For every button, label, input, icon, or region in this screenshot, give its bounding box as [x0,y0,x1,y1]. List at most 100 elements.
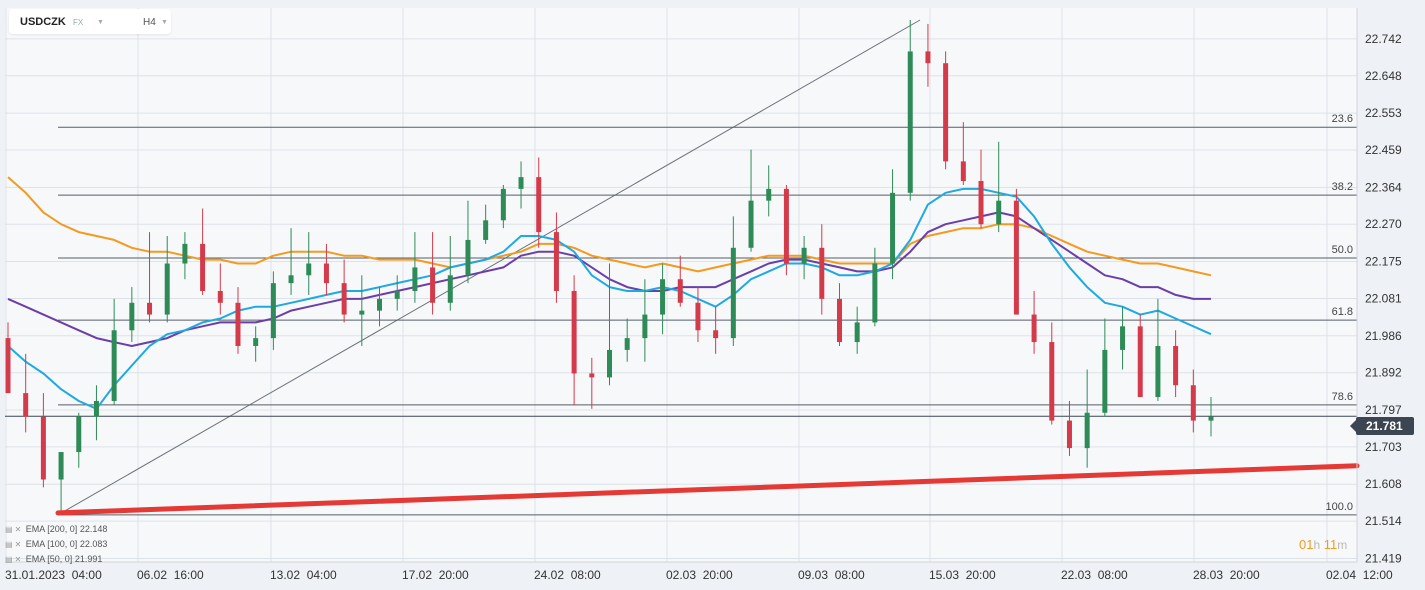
close-icon[interactable]: ✕ [14,540,22,549]
x-tick-label: 28.03 20:00 [1193,568,1260,582]
candle-body [1173,345,1179,386]
candle-body [943,63,949,162]
candle-body [1190,385,1196,421]
timer-minutes: 11 [1323,537,1338,552]
support-trendline [55,463,1360,516]
candle-body [235,302,241,346]
legend-row-ema50[interactable]: ▤ ✕ EMA [50, 0] 21.991 [5,552,107,567]
candle-body [907,51,913,193]
close-icon[interactable]: ✕ [14,555,22,564]
timer-hours-unit: h [1313,538,1321,552]
x-tick-label: 02.04 12:00 [1326,568,1393,582]
candle-body [872,263,878,323]
candle-body [76,416,82,453]
candle-body [624,338,630,350]
candle-body [217,291,223,303]
fib-swing-line [57,19,921,516]
fib-level-label: 38.2 [1332,181,1353,193]
chevron-down-icon[interactable]: ▼ [97,19,104,26]
y-tick-label: 21.703 [1365,440,1402,454]
candle-body [783,188,789,264]
candle-body [111,330,117,401]
y-tick-label: 21.892 [1365,366,1402,380]
candle-body [182,243,188,264]
legend-label: EMA [50, 0] [25,554,73,564]
legend-row-ema100[interactable]: ▤ ✕ EMA [100, 0] 22.083 [5,537,107,552]
candle-body [766,188,772,201]
candle-body [960,161,966,182]
candle-body [483,220,489,240]
candle-body [978,181,984,225]
timer-minutes-unit: m [1337,538,1348,552]
candle-timer: 01h 11m [1299,537,1347,552]
timeframe-label[interactable]: H4 [143,17,156,28]
candle-body [1049,342,1055,421]
candle-body [607,349,612,378]
settings-icon[interactable]: ▤ [5,555,13,564]
candle-body [553,232,559,291]
candle-body [341,283,347,315]
fib-level-label: 78.6 [1332,391,1353,403]
candle-body [500,188,506,221]
y-tick-label: 22.364 [1365,180,1402,194]
candle-body [93,400,99,417]
fib-level-label: 23.6 [1332,113,1353,125]
candle-body [836,298,842,343]
legend-value: 22.083 [79,539,108,549]
y-tick-label: 21.608 [1365,477,1402,491]
x-tick-label: 09.03 08:00 [798,568,865,582]
candle-body [40,416,46,480]
candle-body [819,247,825,299]
symbol-label: USDCZK [20,16,66,28]
candle-body [801,247,807,264]
x-tick-label: 15.03 20:00 [929,568,996,582]
candle-body [306,263,312,276]
symbol-selector[interactable]: USDCZK FX ▼ H4 ▼ [9,9,171,34]
candle-body [713,330,719,339]
legend-label: EMA [100, 0] [25,539,78,549]
candle-body [1031,314,1037,343]
timer-hours: 01 [1299,537,1314,552]
settings-icon[interactable]: ▤ [5,525,13,534]
candle-body [129,302,135,331]
x-tick-label: 02.03 20:00 [666,568,733,582]
x-tick-label: 22.03 08:00 [1061,568,1128,582]
candle-body [1066,420,1072,449]
close-icon[interactable]: ✕ [14,525,22,534]
y-tick-label: 22.648 [1365,69,1402,83]
candle-body [589,373,595,378]
y-tick-label: 22.459 [1365,143,1402,157]
legend-value: 21.991 [74,554,103,564]
legend-value: 22.148 [79,524,108,534]
fib-level-label: 61.8 [1332,306,1353,318]
indicator-legend: ▤ ✕ EMA [200, 0] 22.148 ▤ ✕ EMA [100, 0] 2… [5,522,107,567]
candle-body [1102,349,1108,413]
candle-body [164,263,170,315]
candle-body [1137,326,1143,398]
x-tick-label: 24.02 08:00 [534,568,601,582]
x-tick-label: 13.02 04:00 [270,568,337,582]
candle-body [730,247,736,339]
candle-body [1208,416,1214,421]
y-tick-label: 22.270 [1365,217,1402,231]
candle-body [359,310,365,315]
candle-body [147,302,153,315]
candle-body [430,267,436,303]
y-tick-label: 22.081 [1365,291,1402,305]
candle-body [660,279,666,315]
candle-body [695,302,701,331]
candle-body [377,298,383,311]
legend-row-ema200[interactable]: ▤ ✕ EMA [200, 0] 22.148 [5,522,107,537]
chevron-down-icon[interactable]: ▼ [161,19,168,26]
candle-body [571,291,577,374]
candle-body [465,239,471,276]
settings-icon[interactable]: ▤ [5,540,13,549]
ema200-line [7,176,1212,277]
candle-body [890,192,896,264]
candle-body [200,243,206,291]
candle-body [677,279,683,303]
candle-body [1155,345,1161,398]
candle-body [1084,412,1090,449]
x-tick-label: 06.02 16:00 [137,568,204,582]
